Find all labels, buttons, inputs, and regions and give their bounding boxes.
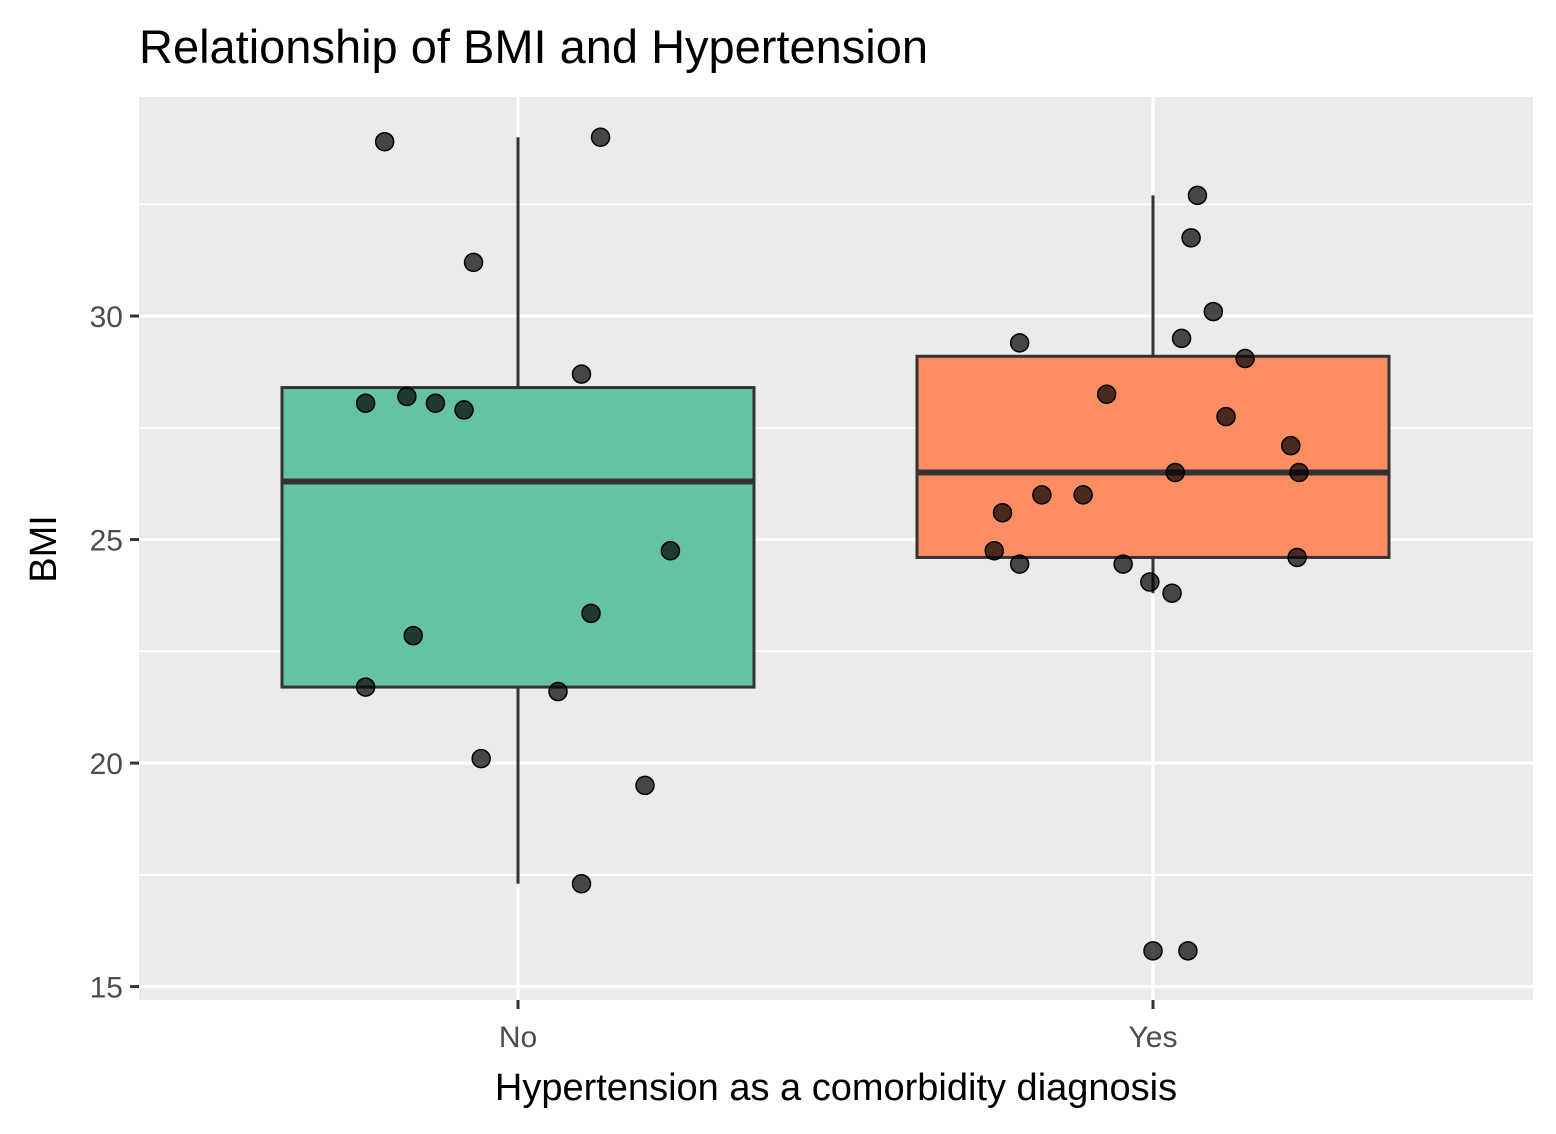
data-point [1289,462,1309,483]
data-point [992,502,1013,523]
data-point [1032,485,1052,505]
data-point [425,393,446,413]
data-point [1178,941,1198,961]
x-tick-label: Yes [1129,1021,1178,1054]
data-point [1187,185,1208,206]
jitter-points [355,127,1309,961]
data-point [355,393,376,413]
data-point [571,874,592,894]
data-point [374,131,395,152]
data-point [1165,462,1185,483]
data-point [1113,554,1133,574]
data-point [1073,485,1093,505]
data-point [1009,333,1030,353]
iqr-box [915,354,1391,559]
data-point [1181,228,1201,248]
data-point [635,775,655,796]
axes: 15 20 25 30 No Yes [90,301,1178,1054]
data-point [548,681,568,702]
data-point [660,540,681,561]
data-point [1096,384,1117,405]
data-point [1216,406,1236,427]
y-tick-label: 20 [90,748,123,781]
data-point [355,677,376,697]
x-axis-title: Hypertension as a comorbidity diagnosis [495,1067,1177,1109]
data-point [1140,572,1160,592]
data-point [1203,301,1224,322]
data-point [403,625,423,646]
box-yes [915,195,1391,594]
data-point [581,603,601,624]
data-point [454,400,474,420]
y-tick-label: 30 [90,301,123,334]
boxes [280,137,1391,884]
y-tick-label: 15 [90,972,123,1005]
data-point [1171,328,1192,349]
data-point [984,540,1004,561]
data-point [1009,554,1030,574]
data-point [571,364,592,384]
y-tick-label: 25 [90,525,123,558]
data-point [397,386,417,407]
data-point [1162,583,1182,603]
chart-title: Relationship of BMI and Hypertension [139,20,928,73]
data-point [1143,941,1163,961]
data-point [471,748,491,769]
data-point [1287,547,1307,568]
data-point [1235,348,1255,369]
data-point [590,127,611,147]
box-no [280,137,756,884]
data-point [1281,435,1301,456]
y-axis-title: BMI [23,515,65,583]
x-tick-label: No [499,1021,537,1054]
data-point [463,252,484,273]
iqr-box [280,386,756,689]
